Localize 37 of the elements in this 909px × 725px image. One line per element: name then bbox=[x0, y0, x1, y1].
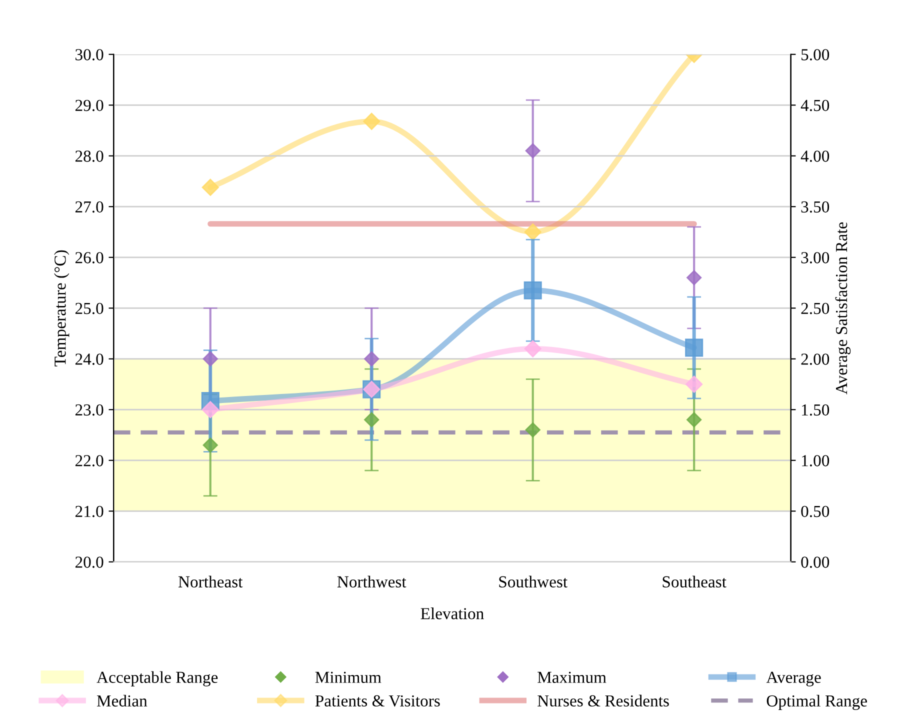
y-tick-label: 24.0 bbox=[75, 354, 104, 365]
y2-tick-label: 1.50 bbox=[802, 404, 830, 416]
x-axis-title: Elevation bbox=[420, 608, 484, 620]
x-tick-label: Southeast bbox=[662, 576, 726, 588]
y-tick-label: 29.0 bbox=[75, 100, 104, 112]
y2-tick-label: 4.00 bbox=[800, 150, 830, 162]
y-tick-label: 22.0 bbox=[75, 455, 104, 466]
x-tick-label: Northeast bbox=[178, 576, 243, 588]
legend-label: Optimal Range bbox=[766, 694, 867, 710]
y-tick-label: 25.0 bbox=[75, 302, 104, 314]
y2-tick-label: 3.50 bbox=[801, 201, 830, 213]
legend-label: Maximum bbox=[538, 672, 606, 683]
x-tick-label: Southwest bbox=[499, 576, 568, 588]
y2-tick-label: 0.00 bbox=[801, 556, 830, 568]
y2-tick-label: 1.00 bbox=[802, 455, 830, 466]
legend-label: Median bbox=[96, 694, 148, 707]
legend-label: Minimum bbox=[315, 672, 382, 683]
y-tick-label: 21.0 bbox=[75, 506, 104, 518]
x-tick-label: Northwest bbox=[337, 576, 406, 588]
y-tick-label: 30.0 bbox=[76, 49, 104, 60]
y2-tick-label: 4.50 bbox=[800, 100, 830, 112]
y-tick-label: 27.0 bbox=[75, 201, 104, 213]
y-tick-label: 28.0 bbox=[75, 150, 104, 162]
y2-tick-label: 2.00 bbox=[801, 354, 830, 365]
y-tick-label: 26.0 bbox=[75, 252, 104, 264]
legend-label: Average bbox=[766, 672, 821, 686]
y2-tick-label: 0.50 bbox=[801, 506, 830, 518]
y-tick-label: 23.0 bbox=[75, 404, 104, 416]
legend-label: Patients & Visitors bbox=[315, 695, 440, 707]
y-axis-title: Temperature (°C) bbox=[54, 250, 70, 366]
y2-axis-title: Average Satisfaction Rate bbox=[835, 222, 851, 394]
y2-tick-label: 5.00 bbox=[802, 49, 830, 60]
y2-tick-label: 3.00 bbox=[801, 252, 830, 264]
y2-tick-label: 2.50 bbox=[801, 302, 830, 314]
y-tick-label: 20.0 bbox=[75, 556, 104, 568]
legend-label: Acceptable Range bbox=[96, 671, 218, 686]
legend-label: Nurses & Residents bbox=[538, 694, 669, 707]
